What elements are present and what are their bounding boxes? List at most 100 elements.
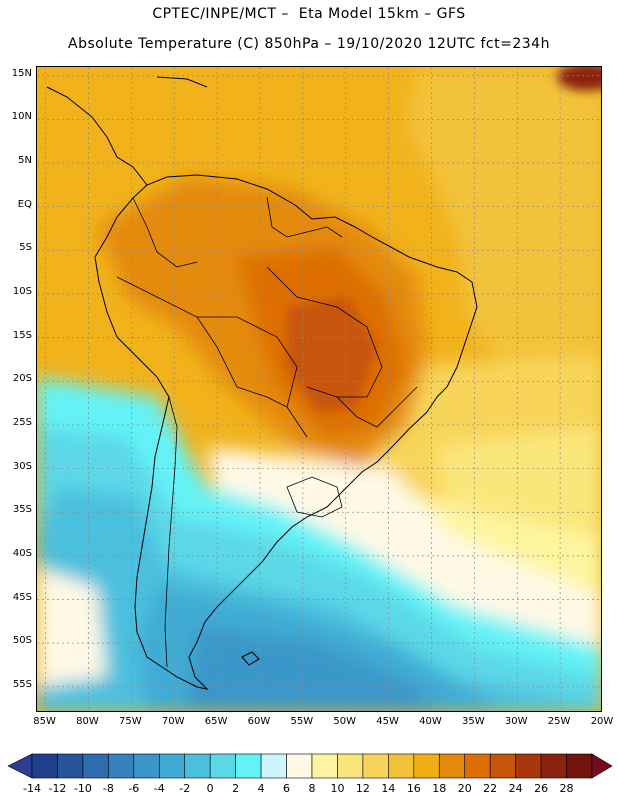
lon-label: 60W (247, 716, 271, 727)
field-28c-hotspot-northeast (557, 67, 601, 91)
border-bolivia (197, 316, 308, 438)
colorbar-tick-label: 24 (508, 782, 523, 795)
colorbar-tick-label: 22 (483, 782, 498, 795)
colorbar-swatch (413, 753, 440, 779)
border-brazil-states (266, 266, 383, 398)
lon-label: 30W (504, 716, 528, 727)
south-america-coastline (94, 174, 478, 690)
lon-label: 80W (76, 716, 99, 727)
central-america-coastline (46, 86, 148, 186)
lon-label: 35W (462, 716, 485, 727)
colorbar-swatch (184, 753, 211, 779)
colorbar-swatch (209, 753, 236, 779)
lon-label: 40W (419, 716, 442, 727)
colorbar-tick-label: 4 (257, 782, 265, 795)
lon-label: 45W (376, 716, 399, 727)
colorbar-tick-label: 2 (232, 782, 240, 795)
colorbar-swatch (540, 753, 567, 779)
colorbar-tick-label: -6 (128, 782, 140, 795)
colorbar-tick-label: -14 (23, 782, 41, 795)
lat-label: 45S (12, 591, 32, 603)
lon-label: 75W (119, 716, 142, 727)
border-peru-brazil (116, 276, 288, 408)
colorbar-tick-label: 14 (381, 782, 396, 795)
colorbar-tick-label: -2 (179, 782, 191, 795)
lat-label: 55S (12, 678, 32, 690)
colorbar-swatch (57, 753, 84, 779)
colorbar-tick-label: 0 (206, 782, 214, 795)
temperature-map (37, 67, 601, 711)
field-8c-pacific-coast (37, 567, 107, 687)
graticule (37, 67, 601, 711)
colorbar-tick-label: 6 (283, 782, 291, 795)
colorbar-under-triangle (7, 753, 33, 779)
lat-label: 35S (12, 504, 32, 516)
colorbar (7, 753, 613, 779)
colorbar-swatch (515, 753, 542, 779)
lon-label: 55W (290, 716, 314, 727)
colorbar-tick-label: 28 (559, 782, 574, 795)
colorbar-tick-label: 8 (308, 782, 316, 795)
colorbar-swatch (489, 753, 516, 779)
field-18c-northeast (407, 67, 601, 397)
colorbar-swatch (133, 753, 160, 779)
lat-label: 5S (19, 242, 32, 254)
lat-label: 15N (11, 67, 32, 79)
colorbar-swatch (235, 753, 262, 779)
border-argentina-chile (164, 396, 178, 668)
colorbar-tick-label: 10 (330, 782, 345, 795)
colorbar-swatch (438, 753, 466, 779)
colorbar-swatch (82, 753, 109, 779)
lat-label: 20S (12, 373, 32, 385)
colorbar-tick-label: 16 (406, 782, 421, 795)
lat-label: EQ (17, 198, 32, 210)
border-colombia-venezuela (132, 197, 198, 268)
colorbar-tick-label: 12 (355, 782, 370, 795)
lon-label: 25W (547, 716, 571, 727)
lon-label: 20W (590, 716, 614, 727)
colorbar-swatch (362, 753, 389, 779)
map-title-line2: Absolute Temperature (C) 850hPa – 19/10/… (68, 36, 550, 52)
colorbar-swatch (286, 753, 313, 779)
field-minus4c-south (187, 627, 436, 711)
caribbean-island (156, 76, 208, 88)
temperature-hotspots (287, 67, 601, 412)
map-frame (36, 66, 602, 712)
lat-label: 10N (11, 111, 32, 123)
lat-label: 25S (12, 416, 32, 428)
colorbar-swatch (260, 753, 287, 779)
colorbar-tick-label: -8 (102, 782, 114, 795)
lat-label: 40S (12, 547, 32, 559)
colorbar-swatch (108, 753, 135, 779)
lon-label: 65W (204, 716, 228, 727)
colorbar-over-triangle (591, 753, 613, 779)
lon-label: 50W (333, 716, 357, 727)
lat-label: 50S (12, 635, 32, 647)
colorbar-swatch (388, 753, 415, 779)
field-24c-hotspot (287, 297, 377, 412)
lat-label: 5N (18, 155, 32, 167)
border-guianas (266, 196, 343, 238)
colorbar-swatch (566, 753, 593, 779)
lon-label: 70W (161, 716, 185, 727)
colorbar-tick-label: 18 (432, 782, 447, 795)
colorbar-swatch (464, 753, 491, 779)
field-8c-band (207, 447, 601, 647)
map-title-line1: CPTEC/INPE/MCT – Eta Model 15km – GFS (152, 6, 466, 22)
colorbar-tick-label: 20 (457, 782, 472, 795)
lat-label: 30S (12, 460, 32, 472)
colorbar-swatch (337, 753, 364, 779)
country-borders (116, 196, 418, 668)
border-brazil-southeast (336, 386, 418, 428)
colorbar-swatch (158, 753, 186, 779)
colorbar-swatch (311, 753, 338, 779)
lat-label: 15S (12, 329, 32, 341)
colorbar-tick-label: -10 (73, 782, 92, 795)
lon-label: 85W (33, 716, 56, 727)
falkland-islands (241, 651, 260, 666)
colorbar-swatch (31, 753, 58, 779)
coastlines (46, 76, 478, 690)
colorbar-tick-label: -4 (153, 782, 165, 795)
lat-label: 10S (12, 285, 32, 297)
colorbar-tick-label: -12 (48, 782, 67, 795)
